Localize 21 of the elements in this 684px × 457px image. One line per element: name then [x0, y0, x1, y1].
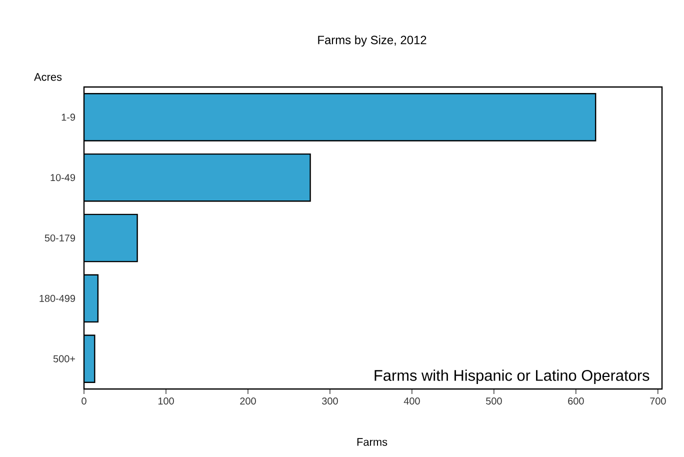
- x-tick-label: 200: [240, 398, 256, 405]
- chart-title: Farms by Size, 2012: [318, 35, 426, 47]
- x-tick-label: 400: [404, 398, 420, 405]
- bar: [84, 214, 138, 262]
- x-tick-label: 700: [650, 398, 666, 405]
- y-tick-label: 10-49: [50, 174, 76, 182]
- y-tick-label: 50-179: [44, 234, 76, 242]
- x-tick-label: 500: [486, 398, 502, 405]
- y-tick-label: 500+: [53, 355, 75, 362]
- y-tick-label: 180-499: [40, 294, 76, 302]
- x-tick-label: 0: [82, 398, 86, 405]
- bar: [84, 274, 98, 322]
- x-tick-label: 300: [322, 398, 338, 405]
- bar: [84, 153, 311, 202]
- y-axis-title: Acres: [34, 73, 62, 81]
- y-tick-label: 1-9: [62, 114, 76, 121]
- bar: [84, 93, 596, 142]
- x-tick-label: 100: [158, 398, 174, 405]
- x-tick-label: 600: [568, 398, 584, 405]
- x-axis-title: Farms: [357, 438, 388, 446]
- annotation: Farms with Hispanic or Latino Operators: [374, 370, 650, 384]
